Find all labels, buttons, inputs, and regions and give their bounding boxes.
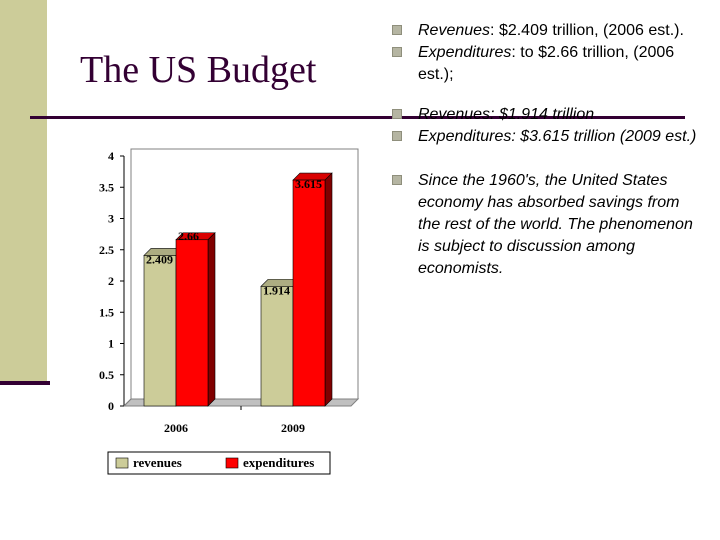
y-tick-label: 0.5 <box>99 368 114 382</box>
bullet-square-icon <box>392 25 402 35</box>
legend-label-revenues: revenues <box>133 455 182 470</box>
bullet-square-icon <box>392 109 402 119</box>
data-label-expenditures-2006: 2.66 <box>178 229 199 243</box>
y-tick-label: 1.5 <box>99 305 114 319</box>
bullet-savings-note: Since the 1960's, the United States econ… <box>392 170 702 280</box>
data-label-expenditures-2009: 3.615 <box>295 177 322 191</box>
bar-expenditures-2006 <box>175 239 209 407</box>
bar-revenues-2006 <box>143 255 177 407</box>
bullet-text: : to $2.66 trillion, (2006 est.); <box>418 44 675 83</box>
page-title: The US Budget <box>80 49 317 91</box>
data-label-revenues-2009: 1.914 <box>263 283 290 297</box>
budget-chart-frame: 0 0.5 1 1.5 2 2.5 3 3.5 4 2.409 2.66 2006 1.914 3.615… <box>82 142 370 478</box>
legend-swatch-expenditures <box>225 457 239 469</box>
bullet-label: Expenditures <box>418 44 512 61</box>
y-tick-label: 2 <box>108 274 114 288</box>
bullet-label: Expenditures: $3.615 trillion (2009 est.… <box>418 128 697 145</box>
legend-swatch-revenues <box>115 457 129 469</box>
sidebar-accent-line <box>0 381 50 385</box>
x-category-label: 2006 <box>164 421 188 435</box>
data-label-revenues-2006: 2.409 <box>146 252 173 266</box>
y-tick-label: 1 <box>108 337 114 351</box>
chart-legend: revenues expenditures <box>107 451 331 475</box>
bullet-label: Since the 1960's, the United States econ… <box>418 172 693 277</box>
x-category-label: 2009 <box>281 421 305 435</box>
bar-expenditures-2009 <box>292 179 326 407</box>
y-tick-label: 0 <box>108 399 114 413</box>
bullet-expenditures-2006: Expenditures: to $2.66 trillion, (2006 e… <box>392 42 702 86</box>
legend-box <box>107 451 331 475</box>
bullet-list: Revenues: $2.409 trillion, (2006 est.). … <box>392 20 702 280</box>
y-tick-label: 3.5 <box>99 180 114 194</box>
bullet-revenues-2006: Revenues: $2.409 trillion, (2006 est.). <box>392 20 702 42</box>
budget-bar-chart: 0 0.5 1 1.5 2 2.5 3 3.5 4 2.409 2.66 2006 1.914 3.615… <box>99 148 360 475</box>
sidebar-accent <box>0 0 47 383</box>
bullet-label: Revenues <box>418 22 491 39</box>
bar-side-expenditures-2006 <box>207 232 216 407</box>
y-tick-label: 2.5 <box>99 243 114 257</box>
bullet-expenditures-2009: Expenditures: $3.615 trillion (2009 est.… <box>392 126 702 148</box>
y-tick-label: 4 <box>108 149 114 163</box>
bullet-revenues-2009: Revenues: $1.914 trillion <box>392 104 702 126</box>
bullet-square-icon <box>392 131 402 141</box>
bar-revenues-2009 <box>260 286 294 407</box>
bullet-square-icon <box>392 175 402 185</box>
title-divider <box>30 116 685 119</box>
bullet-text: : $2.409 trillion, (2006 est.). <box>490 22 684 39</box>
y-tick-label: 3 <box>108 212 114 226</box>
legend-label-expenditures: expenditures <box>243 455 314 470</box>
y-axis-depth-line <box>123 398 132 407</box>
bullet-square-icon <box>392 47 402 57</box>
bar-side-expenditures-2009 <box>324 172 333 407</box>
bullet-label: Revenues: $1.914 trillion <box>418 106 595 123</box>
